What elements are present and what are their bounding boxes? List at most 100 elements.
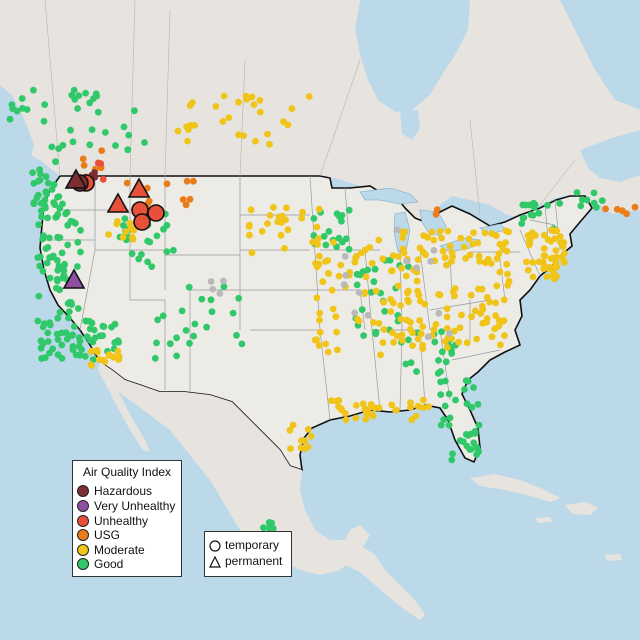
monitor-dot[interactable] [523, 258, 530, 266]
monitor-dot[interactable] [446, 330, 453, 337]
monitor-dot[interactable] [352, 254, 360, 262]
monitor-dot[interactable] [435, 357, 442, 364]
monitor-dot[interactable] [313, 294, 321, 302]
monitor-dot[interactable] [440, 416, 448, 423]
temporary-monitor-marker[interactable] [147, 204, 165, 222]
monitor-dot[interactable] [191, 122, 199, 129]
monitor-dot[interactable] [404, 289, 411, 297]
monitor-dot[interactable] [405, 336, 412, 344]
monitor-dot[interactable] [220, 283, 228, 291]
monitor-dot[interactable] [325, 228, 333, 235]
monitor-dot[interactable] [468, 313, 475, 321]
monitor-dot[interactable] [419, 323, 427, 330]
monitor-dot[interactable] [388, 267, 396, 275]
permanent-monitor-marker[interactable] [64, 168, 88, 189]
monitor-dot[interactable] [70, 323, 78, 330]
monitor-dot[interactable] [75, 92, 83, 99]
monitor-dot[interactable] [78, 346, 85, 353]
monitor-dot[interactable] [550, 227, 557, 235]
monitor-dot[interactable] [122, 228, 130, 235]
monitor-dot[interactable] [289, 421, 297, 429]
temporary-monitor-marker[interactable] [133, 213, 151, 231]
monitor-dot[interactable] [362, 407, 369, 414]
monitor-dot[interactable] [119, 234, 127, 241]
monitor-dot[interactable] [246, 231, 253, 239]
monitor-dot[interactable] [77, 226, 84, 234]
monitor-dot[interactable] [264, 130, 271, 138]
monitor-dot[interactable] [42, 173, 50, 181]
monitor-dot[interactable] [174, 127, 182, 135]
monitor-dot[interactable] [46, 254, 53, 261]
monitor-dot[interactable] [503, 260, 511, 268]
monitor-dot[interactable] [37, 207, 45, 215]
monitor-dot[interactable] [44, 179, 52, 187]
monitor-dot[interactable] [375, 404, 383, 412]
monitor-dot[interactable] [62, 210, 69, 218]
monitor-dot[interactable] [58, 355, 66, 362]
monitor-dot[interactable] [432, 211, 440, 218]
monitor-dot[interactable] [65, 308, 73, 315]
monitor-dot[interactable] [50, 181, 58, 189]
monitor-dot[interactable] [445, 421, 453, 429]
monitor-dot[interactable] [55, 145, 62, 153]
monitor-dot[interactable] [518, 220, 526, 228]
monitor-dot[interactable] [79, 155, 87, 163]
monitor-dot[interactable] [319, 278, 327, 286]
monitor-dot[interactable] [558, 253, 566, 261]
monitor-dot[interactable] [43, 259, 51, 267]
monitor-dot[interactable] [160, 225, 167, 233]
monitor-dot[interactable] [72, 351, 80, 359]
monitor-dot[interactable] [80, 162, 88, 169]
monitor-dot[interactable] [240, 132, 248, 140]
monitor-dot[interactable] [53, 275, 61, 283]
monitor-dot[interactable] [252, 137, 259, 145]
monitor-dot[interactable] [96, 332, 104, 340]
monitor-dot[interactable] [89, 338, 97, 346]
monitor-dot[interactable] [556, 233, 564, 240]
monitor-dot[interactable] [532, 232, 539, 239]
monitor-dot[interactable] [398, 337, 406, 344]
monitor-dot[interactable] [287, 445, 294, 452]
monitor-dot[interactable] [220, 277, 227, 285]
monitor-dot[interactable] [141, 139, 148, 146]
monitor-dot[interactable] [442, 358, 450, 366]
monitor-dot[interactable] [60, 271, 68, 279]
monitor-dot[interactable] [233, 331, 240, 339]
monitor-dot[interactable] [256, 108, 264, 116]
monitor-dot[interactable] [380, 298, 387, 306]
monitor-dot[interactable] [69, 138, 77, 146]
monitor-dot[interactable] [341, 252, 349, 260]
monitor-dot[interactable] [36, 262, 43, 270]
monitor-dot[interactable] [190, 177, 197, 185]
monitor-dot[interactable] [443, 261, 450, 269]
monitor-dot[interactable] [438, 328, 445, 336]
monitor-dot[interactable] [471, 307, 479, 315]
monitor-dot[interactable] [102, 129, 109, 136]
permanent-monitor-marker[interactable] [127, 177, 151, 198]
monitor-dot[interactable] [216, 290, 224, 297]
monitor-dot[interactable] [266, 212, 274, 219]
monitor-dot[interactable] [443, 305, 451, 313]
monitor-dot[interactable] [467, 430, 475, 438]
monitor-dot[interactable] [322, 241, 330, 249]
monitor-dot[interactable] [439, 247, 447, 255]
monitor-dot[interactable] [463, 339, 471, 347]
monitor-dot[interactable] [120, 123, 128, 131]
monitor-dot[interactable] [399, 234, 407, 242]
monitor-dot[interactable] [301, 445, 309, 453]
monitor-dot[interactable] [493, 255, 501, 262]
monitor-dot[interactable] [248, 93, 256, 101]
monitor-dot[interactable] [361, 289, 369, 296]
monitor-dot[interactable] [541, 231, 548, 239]
monitor-dot[interactable] [577, 202, 585, 210]
monitor-dot[interactable] [256, 97, 264, 104]
monitor-dot[interactable] [41, 196, 49, 204]
monitor-dot[interactable] [335, 403, 342, 411]
monitor-dot[interactable] [329, 305, 337, 313]
monitor-dot[interactable] [315, 342, 323, 349]
monitor-dot[interactable] [443, 313, 451, 321]
monitor-dot[interactable] [184, 137, 191, 145]
monitor-dot[interactable] [535, 258, 543, 266]
monitor-dot[interactable] [286, 426, 294, 434]
monitor-dot[interactable] [35, 221, 42, 229]
